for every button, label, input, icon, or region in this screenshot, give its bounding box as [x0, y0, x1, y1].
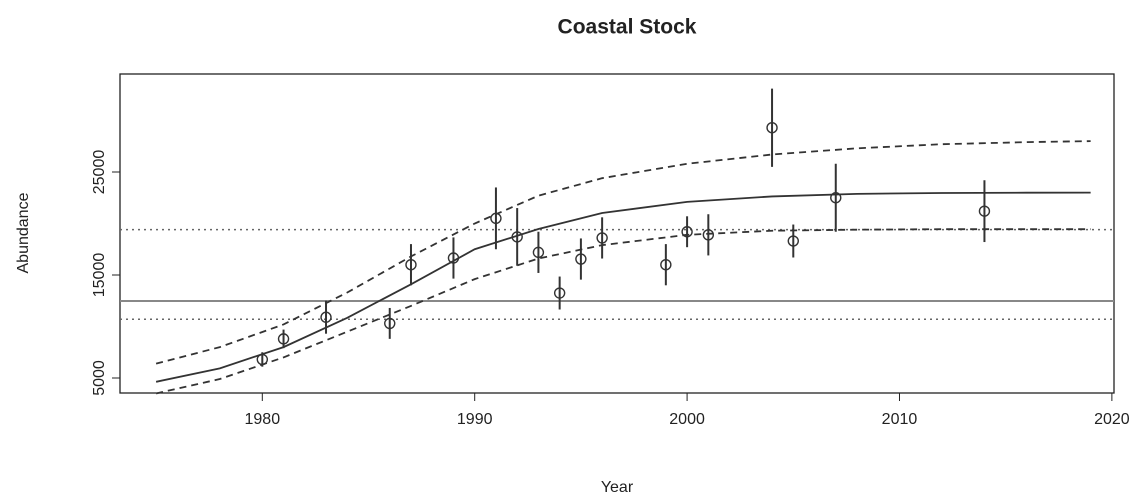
y-tick-label: 15000	[91, 253, 108, 298]
data-point	[766, 122, 778, 134]
x-tick-label: 2020	[1094, 411, 1130, 428]
data-point	[405, 259, 417, 271]
y-tick-label: 25000	[91, 150, 108, 195]
y-tick-label: 5000	[91, 360, 108, 396]
lower-bound-line	[155, 228, 1091, 395]
data-point	[702, 229, 715, 241]
data-point	[320, 311, 332, 323]
x-tick-label: 1980	[245, 411, 281, 428]
data-point	[384, 317, 396, 330]
chart-title: Coastal Stock	[558, 16, 697, 39]
data-point	[553, 287, 566, 299]
x-tick-label: 2010	[882, 411, 918, 428]
data-point	[787, 235, 799, 247]
data-point	[277, 333, 290, 345]
upper-bound-line	[155, 140, 1091, 365]
data-point	[660, 259, 672, 271]
y-axis-label: Abundance	[15, 192, 32, 273]
data-point	[596, 232, 608, 244]
x-tick-label: 2000	[669, 411, 705, 428]
fit-line	[155, 191, 1091, 383]
plot-frame	[119, 73, 1115, 394]
data-point	[681, 226, 693, 238]
data-point	[532, 246, 545, 259]
data-point	[511, 231, 523, 243]
data-point	[490, 212, 502, 225]
data-point	[830, 192, 842, 204]
data-point	[575, 253, 587, 265]
data-point	[256, 353, 269, 366]
x-tick-label: 1990	[457, 411, 493, 428]
x-axis-label: Year	[601, 479, 634, 496]
data-point	[447, 252, 460, 264]
data-point	[978, 205, 991, 217]
